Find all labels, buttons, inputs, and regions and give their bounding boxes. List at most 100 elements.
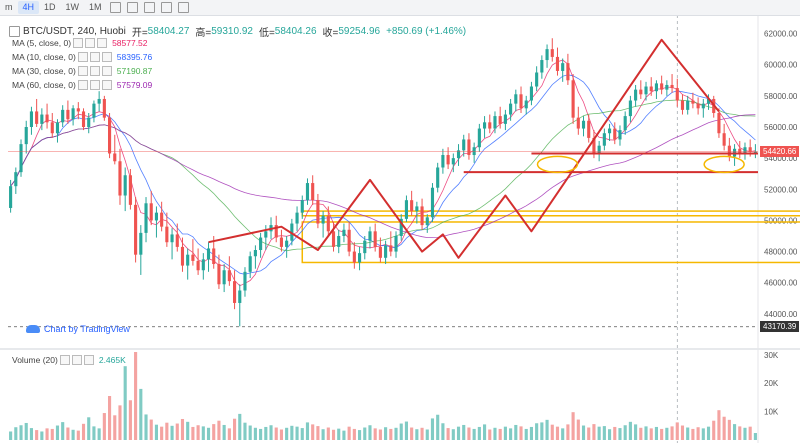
candle-body bbox=[597, 145, 601, 154]
ma30-legend[interactable]: MA (30, close, 0) 57190.87 bbox=[12, 66, 152, 76]
volume-bar bbox=[738, 426, 742, 440]
volume-bar bbox=[634, 424, 638, 440]
candle-body bbox=[524, 100, 528, 109]
candle-body bbox=[144, 203, 148, 233]
volume-bar bbox=[644, 426, 648, 440]
candle-body bbox=[654, 83, 658, 92]
volume-bar bbox=[259, 428, 263, 440]
volume-bar bbox=[160, 426, 164, 440]
volume-bar bbox=[753, 433, 757, 440]
close-label: 收= bbox=[322, 28, 339, 39]
close-icon[interactable] bbox=[101, 52, 112, 62]
candle-body bbox=[191, 254, 195, 261]
volume-bar bbox=[45, 428, 49, 440]
volume-bar bbox=[571, 412, 575, 440]
volume-bar bbox=[274, 427, 278, 440]
volume-bar bbox=[394, 427, 398, 440]
volume-bar bbox=[706, 426, 711, 440]
eye-icon[interactable] bbox=[77, 66, 88, 76]
volume-bar bbox=[545, 419, 549, 440]
volume-bar bbox=[477, 426, 481, 440]
volume-bar bbox=[102, 413, 106, 440]
candle-body bbox=[436, 167, 440, 188]
eye-icon[interactable] bbox=[77, 80, 88, 90]
timeframe-toolbar: m 4H 1D 1W 1M bbox=[0, 0, 800, 16]
close-icon[interactable] bbox=[101, 66, 112, 76]
candle-body bbox=[347, 229, 351, 252]
close-icon[interactable] bbox=[83, 355, 94, 365]
timeframe-minutes-button[interactable]: m bbox=[5, 2, 13, 12]
timeframe-4h-button[interactable]: 4H bbox=[17, 1, 40, 14]
ma5-legend[interactable]: MA (5, close, 0) 58577.52 bbox=[12, 38, 148, 48]
candle-body bbox=[514, 94, 518, 104]
candle-body bbox=[285, 240, 289, 247]
candle-body bbox=[40, 114, 44, 124]
candle-body bbox=[321, 215, 325, 224]
tradingview-watermark[interactable]: Chart by TradingView bbox=[26, 324, 130, 334]
candle-body bbox=[529, 86, 533, 101]
fullscreen-icon[interactable] bbox=[160, 2, 172, 13]
candle-body bbox=[425, 217, 429, 226]
indicators-icon[interactable] bbox=[126, 2, 138, 13]
volume-bar bbox=[154, 424, 158, 440]
candle-body bbox=[535, 72, 539, 87]
settings-icon[interactable] bbox=[89, 66, 100, 76]
y-tick-label: 44000.00 bbox=[764, 310, 798, 319]
volume-bar bbox=[295, 426, 299, 440]
candle-body bbox=[555, 56, 560, 71]
volume-bar bbox=[462, 424, 466, 440]
settings-icon[interactable] bbox=[85, 38, 96, 48]
eye-icon[interactable] bbox=[59, 355, 70, 365]
timeframe-1w-button[interactable]: 1W bbox=[65, 2, 80, 12]
volume-bar bbox=[123, 366, 127, 440]
volume-bar bbox=[180, 418, 185, 440]
settings-icon[interactable] bbox=[89, 80, 100, 90]
screenshot-icon[interactable] bbox=[177, 2, 189, 13]
volume-bar bbox=[529, 426, 533, 440]
candle-body bbox=[368, 231, 372, 241]
ma60-legend[interactable]: MA (60, close, 0) 57579.09 bbox=[12, 80, 152, 90]
settings-icon[interactable] bbox=[89, 52, 100, 62]
collapse-icon[interactable] bbox=[9, 26, 20, 37]
candle-body bbox=[389, 245, 393, 252]
timeframe-1m-button[interactable]: 1M bbox=[89, 2, 102, 12]
ma10-legend[interactable]: MA (10, close, 0) 58395.76 bbox=[12, 52, 152, 62]
eye-icon[interactable] bbox=[77, 52, 88, 62]
volume-bar bbox=[139, 388, 143, 440]
candle-body bbox=[394, 236, 398, 252]
symbol-title: BTC/USDT, 240, Huobi bbox=[23, 26, 126, 37]
eye-icon[interactable] bbox=[73, 38, 84, 48]
candle-body bbox=[378, 246, 382, 258]
candle-body bbox=[29, 111, 33, 127]
volume-bar bbox=[680, 425, 685, 440]
volume-bar bbox=[248, 425, 252, 440]
candle-body bbox=[97, 98, 101, 104]
candles-style-icon[interactable] bbox=[109, 2, 121, 13]
settings-icon[interactable] bbox=[143, 2, 155, 13]
volume-bar bbox=[639, 427, 643, 440]
volume-bar bbox=[654, 426, 658, 440]
volume-bar bbox=[165, 422, 169, 440]
volume-bar bbox=[253, 427, 257, 440]
volume-bar bbox=[472, 428, 476, 440]
volume-bar bbox=[597, 426, 601, 440]
volume-bar bbox=[326, 427, 330, 440]
volume-bar bbox=[373, 428, 377, 440]
volume-bar bbox=[285, 427, 289, 440]
candle-body bbox=[743, 147, 747, 154]
candle-body bbox=[212, 248, 216, 265]
volume-bar bbox=[337, 428, 341, 440]
volume-bar bbox=[456, 426, 461, 440]
timeframe-1d-button[interactable]: 1D bbox=[44, 2, 56, 12]
close-icon[interactable] bbox=[101, 80, 112, 90]
symbol-header: BTC/USDT, 240, Huobi 开= 58404.27 高= 59310.… bbox=[6, 24, 466, 39]
volume-bar bbox=[425, 429, 429, 440]
volume-bar bbox=[61, 422, 65, 440]
settings-icon[interactable] bbox=[71, 355, 82, 365]
candle-body bbox=[196, 260, 200, 271]
volume-bar bbox=[727, 419, 731, 440]
candle-body bbox=[259, 237, 263, 251]
close-icon[interactable] bbox=[97, 38, 108, 48]
